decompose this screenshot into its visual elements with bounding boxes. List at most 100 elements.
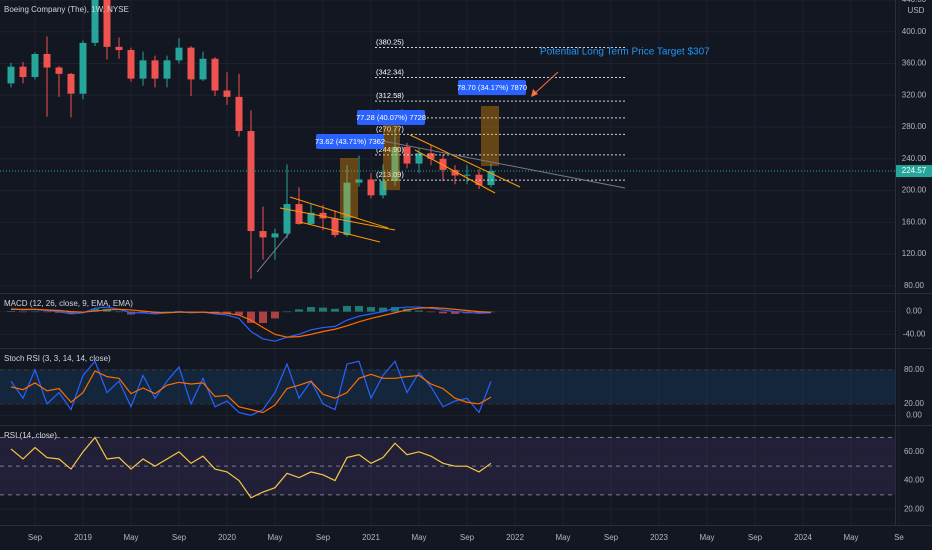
annotation: 73.62 (43.71%) 7362 xyxy=(315,137,385,146)
candle-body xyxy=(175,47,183,61)
pane-title: MACD (12, 26, close, 9, EMA, EMA) xyxy=(4,299,133,308)
x-tick-label: May xyxy=(843,533,858,542)
series-line xyxy=(11,307,492,338)
histogram-bar xyxy=(343,305,351,312)
candle-body xyxy=(55,67,63,74)
candle-body xyxy=(67,73,75,94)
trend-line xyxy=(414,149,496,194)
candle-body xyxy=(115,46,123,51)
level-label: (380.25) xyxy=(376,37,404,46)
candle-body xyxy=(463,174,471,176)
pane-title: RSI (14, close) xyxy=(4,431,57,440)
series-line xyxy=(10,360,492,416)
histogram-bar xyxy=(415,310,423,312)
candle-body xyxy=(247,131,255,232)
candle-body xyxy=(139,60,147,79)
histogram-bar xyxy=(319,307,327,312)
pane-title: Stoch RSI (3, 3, 14, 14, close) xyxy=(4,354,111,363)
x-tick-label: 2022 xyxy=(506,533,524,542)
candle-body xyxy=(79,42,87,94)
y-tick-label: 200.00 xyxy=(902,186,927,195)
candle-body xyxy=(307,212,315,224)
candle-body xyxy=(343,182,351,236)
y-tick-label: 60.00 xyxy=(904,447,925,456)
candle-body xyxy=(451,169,459,176)
candle-body xyxy=(199,58,207,80)
trend-line xyxy=(256,231,291,273)
x-tick-label: May xyxy=(267,533,282,542)
candle-body xyxy=(127,50,135,79)
candle-body xyxy=(19,66,27,78)
chart-title: Boeing Company (The), 1W, NYSE xyxy=(4,5,129,14)
histogram-bar xyxy=(43,311,51,313)
series-line xyxy=(10,306,492,342)
x-tick-label: 2020 xyxy=(218,533,236,542)
trend-line xyxy=(299,221,381,243)
x-tick-label: 2019 xyxy=(74,533,92,542)
level-label: (312.58) xyxy=(376,91,404,100)
y-tick-label: 160.00 xyxy=(902,217,927,226)
histogram-bar xyxy=(295,309,303,312)
arrow xyxy=(532,71,559,96)
y-tick-label: -40.00 xyxy=(903,329,926,338)
candle-body xyxy=(271,233,279,238)
price-tag xyxy=(896,165,932,178)
trend-line xyxy=(279,207,396,231)
histogram-bar xyxy=(379,307,387,312)
level-label: (244.90) xyxy=(376,145,404,154)
y-tick-label: 20.00 xyxy=(904,504,925,513)
histogram-bar xyxy=(163,311,171,313)
x-tick-label: Sep xyxy=(460,533,475,542)
x-tick-label: Sep xyxy=(172,533,187,542)
candle-body xyxy=(427,153,435,159)
x-tick-label: Sep xyxy=(604,533,619,542)
annotation: 78.70 (34.17%) 7870 xyxy=(457,83,527,92)
measure-box xyxy=(481,106,499,166)
trend-line xyxy=(377,139,626,189)
y-tick-label: 80.00 xyxy=(904,365,925,374)
y-tick-label: 0.00 xyxy=(906,307,922,316)
candle-body xyxy=(31,53,39,78)
histogram-bar xyxy=(223,311,231,314)
histogram-bar xyxy=(307,307,315,312)
level-label: (342.34) xyxy=(376,68,404,77)
x-tick-label: Sep xyxy=(316,533,331,542)
histogram-bar xyxy=(331,308,339,312)
y-tick-label: 80.00 xyxy=(904,281,925,290)
candle-body xyxy=(439,158,447,170)
y-tick-label: 280.00 xyxy=(902,122,927,131)
candle-body xyxy=(43,53,51,68)
y-tick-label: 440.00 xyxy=(902,0,927,4)
histogram-bar xyxy=(355,305,363,312)
y-tick-label: 320.00 xyxy=(902,90,927,99)
histogram-bar xyxy=(391,307,399,312)
trend-line xyxy=(409,134,521,188)
x-tick-label: May xyxy=(699,533,714,542)
candle-body xyxy=(7,66,15,84)
annotation-box xyxy=(458,80,526,95)
candle-body xyxy=(259,231,267,238)
x-tick-label: May xyxy=(123,533,138,542)
histogram-bar xyxy=(367,307,375,312)
candle-body xyxy=(187,47,195,80)
histogram-bar xyxy=(439,311,447,314)
x-tick-label: May xyxy=(411,533,426,542)
trend-line xyxy=(289,196,389,229)
candle-body xyxy=(379,181,387,196)
x-tick-label: 2021 xyxy=(362,533,380,542)
histogram-bar xyxy=(451,311,459,314)
x-tick-label: May xyxy=(555,533,570,542)
x-tick-label: Sep xyxy=(748,533,763,542)
histogram-bar xyxy=(7,311,15,312)
histogram-bar xyxy=(19,311,27,313)
level-label: (213.09) xyxy=(376,170,404,179)
y-tick-label: 20.00 xyxy=(904,399,925,408)
candle-body xyxy=(103,0,111,47)
histogram-bar xyxy=(475,311,483,314)
histogram-bar xyxy=(91,308,99,312)
y-tick-label: 120.00 xyxy=(902,249,927,258)
annotation-box xyxy=(316,134,384,149)
y-tick-label: 0.00 xyxy=(906,410,922,419)
candle-body xyxy=(331,218,339,236)
